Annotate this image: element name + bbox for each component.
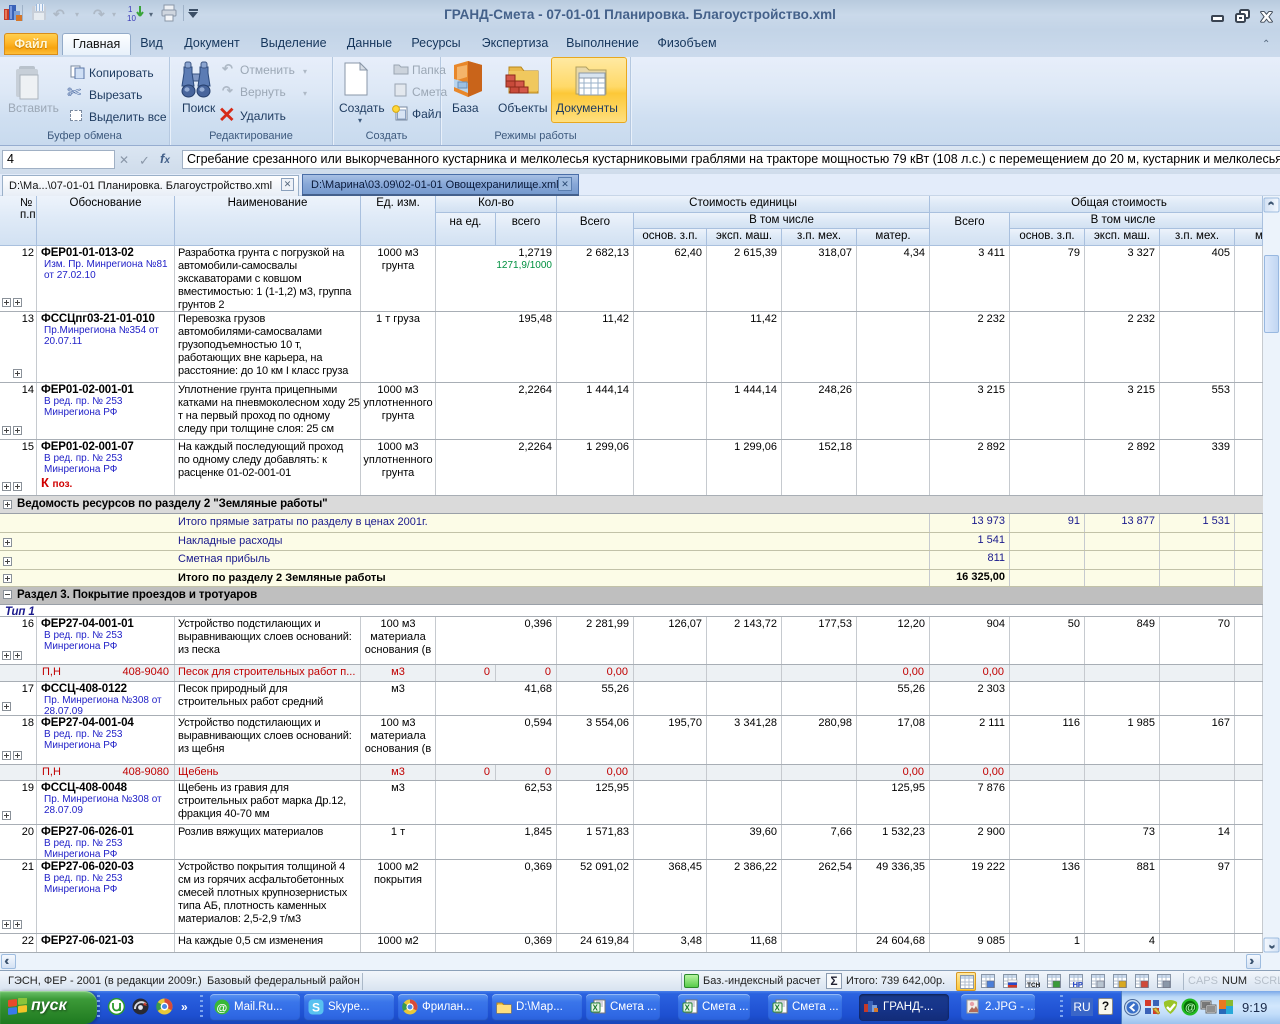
svg-text:X: X bbox=[593, 1004, 599, 1013]
svg-text:S: S bbox=[312, 1001, 320, 1015]
svg-text:1: 1 bbox=[128, 5, 133, 14]
svg-text:@: @ bbox=[217, 1003, 228, 1015]
svg-text:X: X bbox=[685, 1004, 691, 1013]
svg-text:HP: HP bbox=[1073, 980, 1083, 989]
svg-text:10: 10 bbox=[127, 14, 136, 22]
svg-text:X: X bbox=[775, 1004, 781, 1013]
svg-text:@: @ bbox=[1185, 1002, 1196, 1014]
svg-text:ТСН: ТСН bbox=[1027, 982, 1040, 989]
